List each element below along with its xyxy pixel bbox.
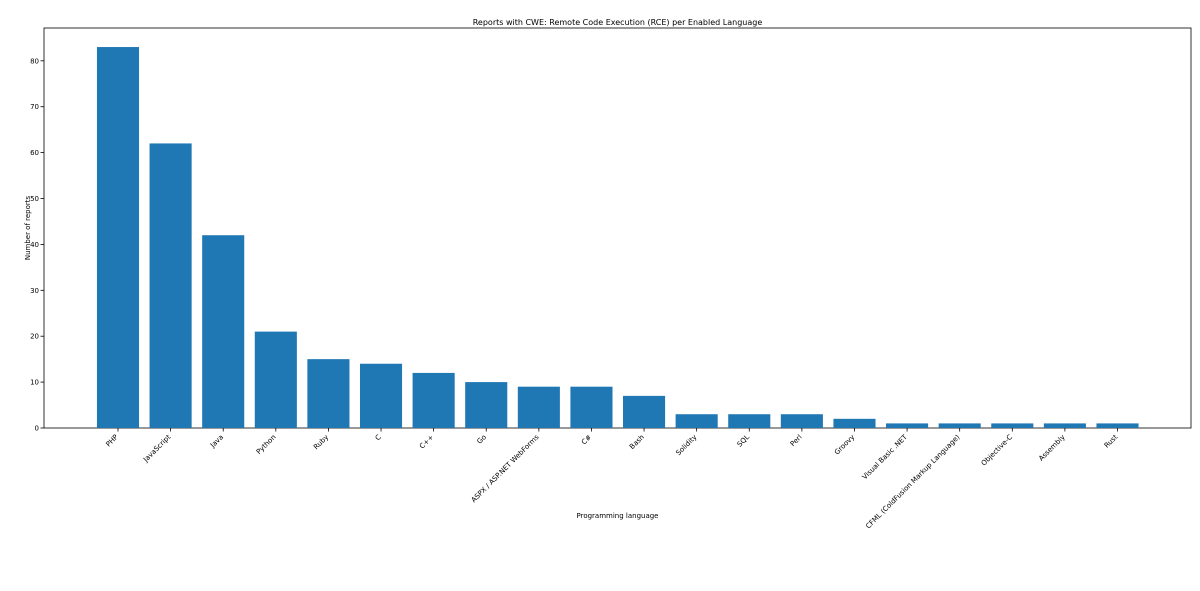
bar-visual-basic-net: [886, 423, 929, 428]
bar-assembly: [1043, 423, 1086, 428]
x-tick-label: Solidity: [675, 433, 699, 457]
x-tick-label: Rust: [1103, 433, 1120, 450]
x-tick-label: Perl: [789, 433, 804, 448]
x-tick-label: C#: [580, 433, 593, 446]
x-tick-label: Bash: [628, 433, 646, 451]
x-tick-label: Ruby: [312, 433, 330, 451]
bar-c: [570, 386, 613, 428]
bars-group: [96, 47, 1139, 429]
bar-objective-c: [991, 423, 1034, 428]
x-tick-label: Groovy: [833, 433, 856, 456]
x-tick-label: Visual Basic .NET: [861, 433, 910, 482]
bar-ruby: [307, 359, 350, 428]
x-tick-label: SQL: [736, 433, 752, 449]
bar-java: [202, 235, 245, 428]
y-axis-title: Number of reports: [24, 195, 32, 260]
bar-c: [359, 363, 403, 428]
y-tick-label: 70: [30, 103, 39, 111]
x-tick-label: Python: [255, 433, 278, 456]
y-tick-label: 0: [35, 425, 39, 433]
y-tick-label: 40: [30, 241, 39, 249]
x-tick-label: Go: [476, 433, 489, 446]
chart-title: Reports with CWE: Remote Code Execution …: [473, 18, 763, 27]
x-axis-title: Programming language: [577, 512, 659, 520]
bar-python: [254, 331, 297, 428]
x-tick-label: C: [374, 433, 383, 442]
y-axis-ticks: 0 10 20 30 40 50 60 70 80: [30, 57, 44, 433]
bar-solidity: [675, 414, 718, 428]
y-tick-label: 80: [30, 57, 39, 65]
y-tick-label: 10: [30, 379, 39, 387]
bar-aspx-asp-net-webforms: [517, 386, 560, 428]
bar-php: [96, 47, 140, 429]
bar-perl: [780, 414, 823, 428]
bar-cfml-coldfusion-markup-language: [938, 423, 981, 428]
x-tick-label: C++: [418, 433, 436, 451]
bar-groovy: [833, 418, 876, 428]
x-tick-label: Assembly: [1037, 433, 1067, 463]
y-tick-label: 30: [30, 287, 39, 295]
bar-c: [412, 372, 455, 428]
y-tick-label: 60: [30, 149, 39, 157]
bar-javascript: [149, 143, 192, 428]
y-tick-label: 50: [30, 195, 39, 203]
bar-rust: [1096, 423, 1139, 428]
plot-area-frame: [43, 27, 1192, 429]
x-tick-label: CFML (ColdFusion Markup Language): [864, 433, 961, 530]
bar-sql: [728, 414, 771, 428]
y-tick-label: 20: [30, 333, 39, 341]
x-tick-label: JavaScript: [141, 433, 172, 464]
bar-bash: [623, 395, 666, 428]
x-tick-label: PHP: [104, 433, 119, 448]
bar-go: [465, 382, 508, 428]
x-tick-label: Objective-C: [980, 433, 1014, 467]
x-tick-label: Java: [208, 433, 225, 450]
